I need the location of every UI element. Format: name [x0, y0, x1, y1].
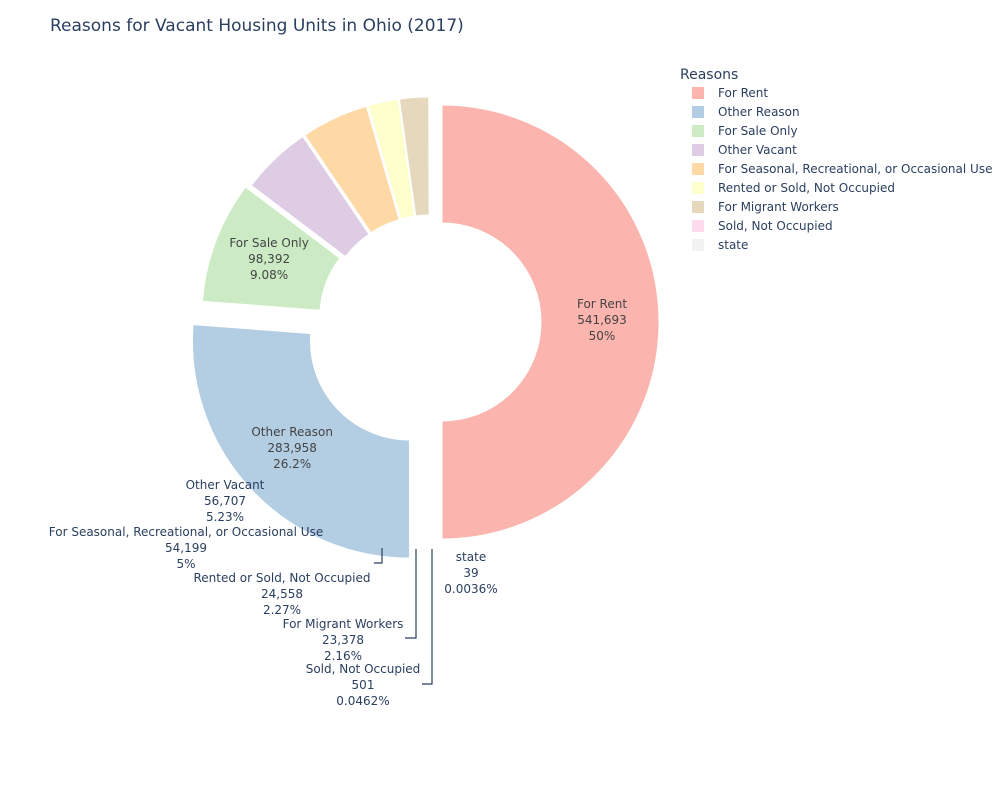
- slice-label-for-seasonal-recreational-or-occasional-use: For Seasonal, Recreational, or Occasiona…: [49, 525, 323, 571]
- legend-item-for-sale-only[interactable]: For Sale Only: [692, 124, 798, 138]
- legend-item-rented-or-sold-not-occupied[interactable]: Rented or Sold, Not Occupied: [692, 181, 895, 195]
- legend-swatch: [692, 125, 704, 137]
- slice-other-reason[interactable]: [192, 324, 410, 559]
- slice-label-for-rent: For Rent 541,693 50%: [577, 297, 627, 343]
- legend-swatch: [692, 239, 704, 251]
- legend-item-other-vacant[interactable]: Other Vacant: [692, 143, 797, 157]
- slice-other-vacant[interactable]: [250, 135, 370, 258]
- donut-slices: [192, 96, 660, 559]
- chart-title: Reasons for Vacant Housing Units in Ohio…: [50, 16, 464, 36]
- legend-label: Sold, Not Occupied: [718, 219, 833, 233]
- legend-swatch: [692, 220, 704, 232]
- legend-item-for-rent[interactable]: For Rent: [692, 86, 768, 100]
- legend-item-state[interactable]: state: [692, 238, 748, 252]
- legend-item-for-migrant-workers[interactable]: For Migrant Workers: [692, 200, 839, 214]
- slice-for-seasonal-recreational-or-occasional-use[interactable]: [304, 105, 400, 234]
- label-leader-lines: [374, 548, 433, 685]
- slice-label-rented-or-sold-not-occupied: Rented or Sold, Not Occupied 24,558 2.27%: [194, 571, 371, 617]
- leader-line-for-migrant-workers: [405, 549, 417, 639]
- legend-item-other-reason[interactable]: Other Reason: [692, 105, 800, 119]
- legend-label: For Rent: [718, 86, 768, 100]
- legend-title: Reasons: [680, 67, 738, 83]
- legend-swatch: [692, 106, 704, 118]
- legend: For Rent Other Reason For Sale Only Other V…: [692, 86, 992, 252]
- slice-for-sale-only[interactable]: [201, 186, 341, 311]
- slice-label-sold-not-occupied: Sold, Not Occupied 501 0.0462%: [306, 662, 421, 708]
- legend-swatch: [692, 87, 704, 99]
- leader-line-sold-not-occupied: [422, 549, 433, 685]
- slice-label-other-reason: Other Reason 283,958 26.2%: [251, 425, 333, 471]
- legend-label: Rented or Sold, Not Occupied: [718, 181, 895, 195]
- legend-swatch: [692, 144, 704, 156]
- legend-label: Other Vacant: [718, 143, 797, 157]
- slice-for-migrant-workers[interactable]: [398, 96, 430, 217]
- slice-label-state: state 39 0.0036%: [444, 550, 497, 596]
- legend-label: For Seasonal, Recreational, or Occasiona…: [718, 162, 992, 176]
- slice-label-for-sale-only: For Sale Only 98,392 9.08%: [229, 236, 309, 282]
- leader-line-rented-or-sold-not-occupied: [374, 548, 383, 564]
- legend-swatch: [692, 163, 704, 175]
- legend-label: For Migrant Workers: [718, 200, 839, 214]
- slice-label-other-vacant: Other Vacant 56,707 5.23%: [186, 478, 265, 524]
- slice-rented-or-sold-not-occupied[interactable]: [367, 98, 416, 220]
- legend-label: Other Reason: [718, 105, 800, 119]
- legend-swatch: [692, 201, 704, 213]
- slice-labels: For Rent 541,693 50% Other Reason 283,958 26.…: [49, 236, 628, 708]
- legend-swatch: [692, 182, 704, 194]
- legend-item-for-seasonal-recreational-or-occasional-use[interactable]: For Seasonal, Recreational, or Occasiona…: [692, 162, 992, 176]
- legend-label: For Sale Only: [718, 124, 798, 138]
- legend-item-sold-not-occupied[interactable]: Sold, Not Occupied: [692, 219, 833, 233]
- legend-label: state: [718, 238, 748, 252]
- slice-label-for-migrant-workers: For Migrant Workers 23,378 2.16%: [283, 617, 404, 663]
- slice-for-rent[interactable]: [441, 104, 660, 540]
